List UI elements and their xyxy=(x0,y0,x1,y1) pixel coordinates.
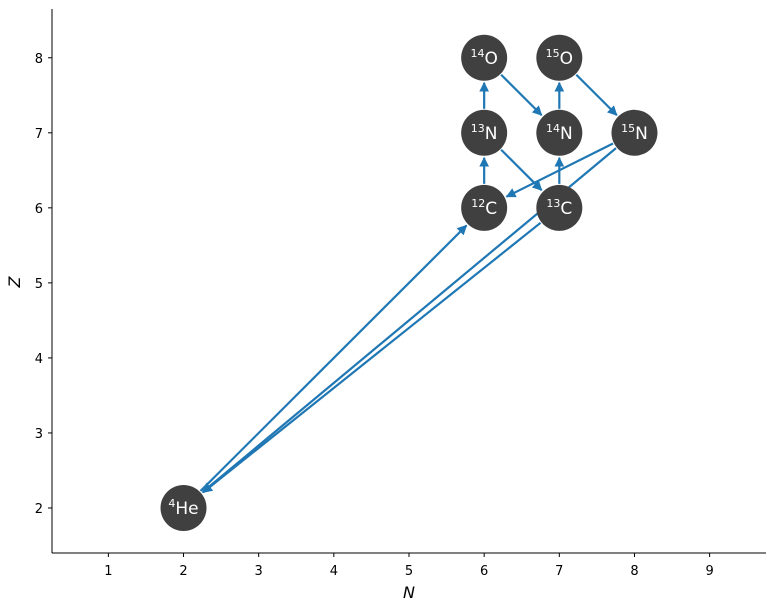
node-symbol: N xyxy=(560,124,573,144)
y-tick-label: 8 xyxy=(35,52,43,67)
node-n15: 15N xyxy=(611,109,658,156)
node-symbol: N xyxy=(635,124,648,144)
x-tick-label: 1 xyxy=(104,564,112,579)
node-mass-number: 14 xyxy=(546,122,560,135)
edge-c13-to-he4 xyxy=(202,221,542,494)
node-mass-number: 12 xyxy=(471,197,485,210)
node-mass-number: 15 xyxy=(546,47,560,60)
node-circle xyxy=(461,34,508,81)
node-mass-number: 15 xyxy=(621,122,635,135)
x-ticks: 1 2 3 4 5 6 7 8 9 xyxy=(104,553,714,579)
node-label: 4He xyxy=(168,497,198,519)
x-tick-label: 4 xyxy=(330,564,338,579)
node-n13: 13N xyxy=(461,109,508,156)
x-tick-label: 2 xyxy=(179,564,187,579)
node-c13: 13C xyxy=(536,184,583,231)
x-tick-label: 3 xyxy=(255,564,263,579)
y-tick-label: 7 xyxy=(35,127,43,142)
node-o15: 15O xyxy=(536,34,583,81)
node-label: 12C xyxy=(471,197,497,219)
x-tick-label: 5 xyxy=(405,564,413,579)
node-circle xyxy=(160,484,207,531)
node-circle xyxy=(536,184,583,231)
edge-o15-to-n15 xyxy=(575,73,618,116)
node-o14: 14O xyxy=(461,34,508,81)
y-tick-label: 6 xyxy=(35,202,43,217)
node-circle xyxy=(536,109,583,156)
node-mass-number: 13 xyxy=(471,122,485,135)
node-mass-number: 4 xyxy=(168,497,175,510)
y-tick-label: 2 xyxy=(35,502,43,517)
edge-o14-to-n14 xyxy=(500,73,543,116)
node-mass-number: 14 xyxy=(470,47,484,60)
node-symbol: C xyxy=(560,199,572,219)
node-circle xyxy=(536,34,583,81)
node-n14: 14N xyxy=(536,109,583,156)
x-tick-label: 6 xyxy=(480,564,488,579)
y-tick-label: 5 xyxy=(35,277,43,292)
node-label: 13N xyxy=(471,122,498,144)
node-circle xyxy=(611,109,658,156)
y-ticks: 2 3 4 5 6 7 8 xyxy=(35,52,52,517)
node-symbol: O xyxy=(484,49,497,69)
node-label: 14N xyxy=(546,122,573,144)
x-tick-label: 9 xyxy=(705,564,713,579)
edge-he4-to-c12 xyxy=(199,224,468,492)
node-label: 15O xyxy=(546,47,573,69)
node-symbol: C xyxy=(485,199,497,219)
node-label: 15N xyxy=(621,122,648,144)
x-tick-label: 8 xyxy=(630,564,638,579)
node-circle xyxy=(461,184,508,231)
node-symbol: He xyxy=(175,499,198,519)
node-symbol: N xyxy=(485,124,498,144)
y-tick-label: 3 xyxy=(35,427,43,442)
node-c12: 12C xyxy=(461,184,508,231)
x-axis-title: N xyxy=(403,583,415,602)
node-circle xyxy=(461,109,508,156)
node-mass-number: 13 xyxy=(546,197,560,210)
node-he4: 4He xyxy=(160,484,207,531)
edge-n13-to-c13 xyxy=(500,148,543,191)
y-tick-label: 4 xyxy=(35,352,43,367)
node-label: 13C xyxy=(546,197,572,219)
x-tick-label: 7 xyxy=(555,564,563,579)
node-symbol: O xyxy=(560,49,573,69)
node-label: 14O xyxy=(470,47,497,69)
y-axis-title: Z xyxy=(5,275,24,288)
edge-n15-to-c12 xyxy=(505,142,614,198)
